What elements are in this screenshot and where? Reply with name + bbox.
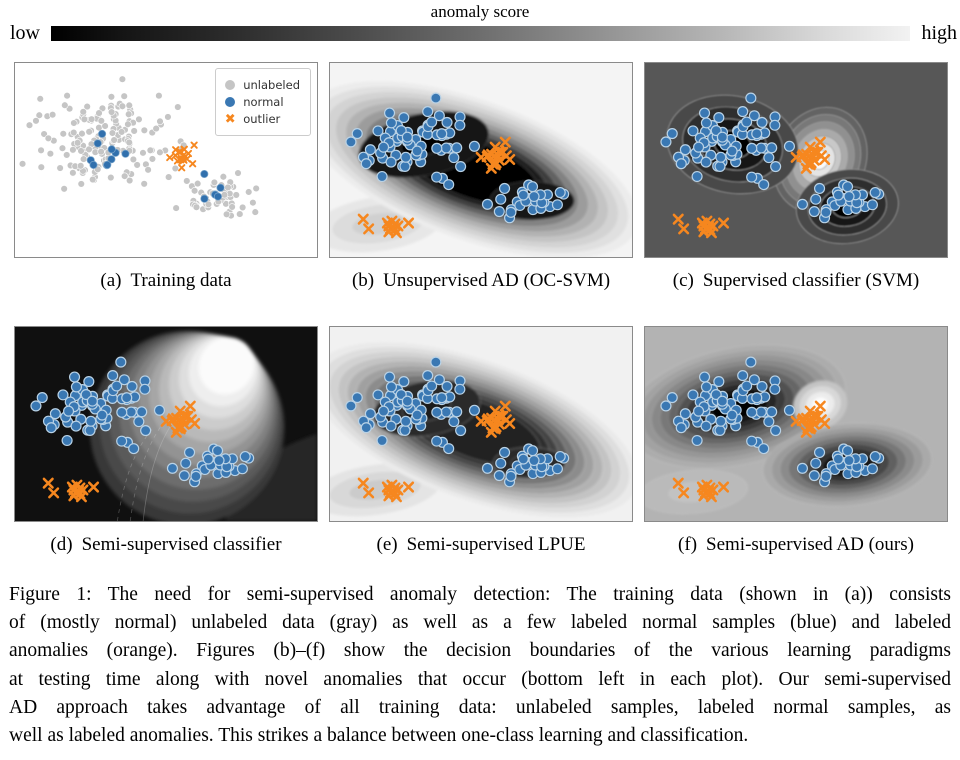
panel-caption-e: (e) Semi-supervised LPUE: [329, 534, 633, 556]
panel-b-plot: [330, 63, 632, 257]
panel-caption-c: (c) Supervised classifier (SVM): [644, 270, 948, 292]
colorbar-title: anomaly score: [430, 2, 530, 21]
figure-caption-line: well as labeled anomalies. This strikes …: [9, 725, 749, 747]
figure-caption-line: Figure 1: The need for semi-supervised a…: [9, 584, 951, 605]
panel-e-plot: [330, 327, 632, 521]
panel-caption-a: (a) Training data: [14, 270, 318, 292]
panel-caption-e-label: (e): [376, 534, 398, 555]
colorbar: anomaly score low high: [0, 0, 960, 43]
panel-f-plot: [645, 327, 947, 521]
figure-caption-line: of (mostly normal) unlabeled data (gray)…: [9, 612, 951, 634]
panel-caption-b: (b) Unsupervised AD (OC-SVM): [329, 270, 633, 292]
panel-caption-f-label: (f): [678, 534, 698, 555]
panel-caption-c-text: Supervised classifier (SVM): [702, 270, 920, 291]
panel-d-plot: [15, 327, 317, 521]
panel-grid: unlabeled normal ✖ outlier (a) Training d…: [14, 62, 960, 556]
panel-f: (f) Semi-supervised AD (ours): [644, 326, 948, 556]
panel-caption-f: (f) Semi-supervised AD (ours): [644, 534, 948, 556]
panel-caption-d-text: Semi-supervised classifier: [81, 534, 282, 555]
panel-f-box: [644, 326, 948, 522]
panel-b-box: [329, 62, 633, 258]
panel-a: unlabeled normal ✖ outlier (a) Training d…: [14, 62, 318, 292]
panel-c-box: [644, 62, 948, 258]
panel-d-box: [14, 326, 318, 522]
panel-caption-d-label: (d): [50, 534, 73, 555]
figure-caption-line: at testing time along with novel anomali…: [9, 668, 951, 690]
legend-item-unlabeled: unlabeled: [224, 78, 300, 92]
panel-a-box: unlabeled normal ✖ outlier: [14, 62, 318, 258]
panel-caption-d: (d) Semi-supervised classifier: [14, 534, 318, 556]
panel-caption-f-text: Semi-supervised AD (ours): [706, 534, 914, 555]
legend-label-normal: normal: [243, 95, 284, 109]
panel-e: (e) Semi-supervised LPUE: [329, 326, 633, 556]
outlier-marker-icon: ✖: [224, 111, 236, 127]
panel-caption-c-label: (c): [672, 270, 694, 291]
panel-b: (b) Unsupervised AD (OC-SVM): [329, 62, 633, 292]
panel-c: (c) Supervised classifier (SVM): [644, 62, 948, 292]
panel-c-plot: [645, 63, 947, 257]
unlabeled-marker-icon: [225, 80, 236, 90]
legend-label-outlier: outlier: [243, 112, 281, 126]
colorbar-high-label: high: [921, 22, 957, 44]
panel-caption-a-label: (a): [100, 270, 122, 291]
panel-caption-b-text: Unsupervised AD (OC-SVM): [383, 270, 611, 291]
legend: unlabeled normal ✖ outlier: [215, 68, 311, 136]
legend-item-normal: normal: [224, 95, 300, 109]
figure-caption-line: AD approach takes advantage of all train…: [9, 696, 951, 718]
figure-caption-line: anomalies (orange). Figures (b)–(f) show…: [9, 640, 951, 662]
colorbar-low-label: low: [10, 22, 40, 44]
legend-item-outlier: ✖ outlier: [224, 111, 300, 127]
legend-label-unlabeled: unlabeled: [243, 78, 300, 92]
panel-e-box: [329, 326, 633, 522]
panel-d: (d) Semi-supervised classifier: [14, 326, 318, 556]
figure-caption: Figure 1: The need for semi-supervised a…: [9, 581, 951, 750]
panel-caption-e-text: Semi-supervised LPUE: [406, 534, 586, 555]
colorbar-row: low high: [0, 23, 960, 43]
panel-caption-a-text: Training data: [130, 270, 232, 291]
panel-caption-b-label: (b): [351, 270, 375, 291]
normal-marker-icon: [225, 97, 236, 107]
colorbar-gradient: [51, 25, 911, 41]
